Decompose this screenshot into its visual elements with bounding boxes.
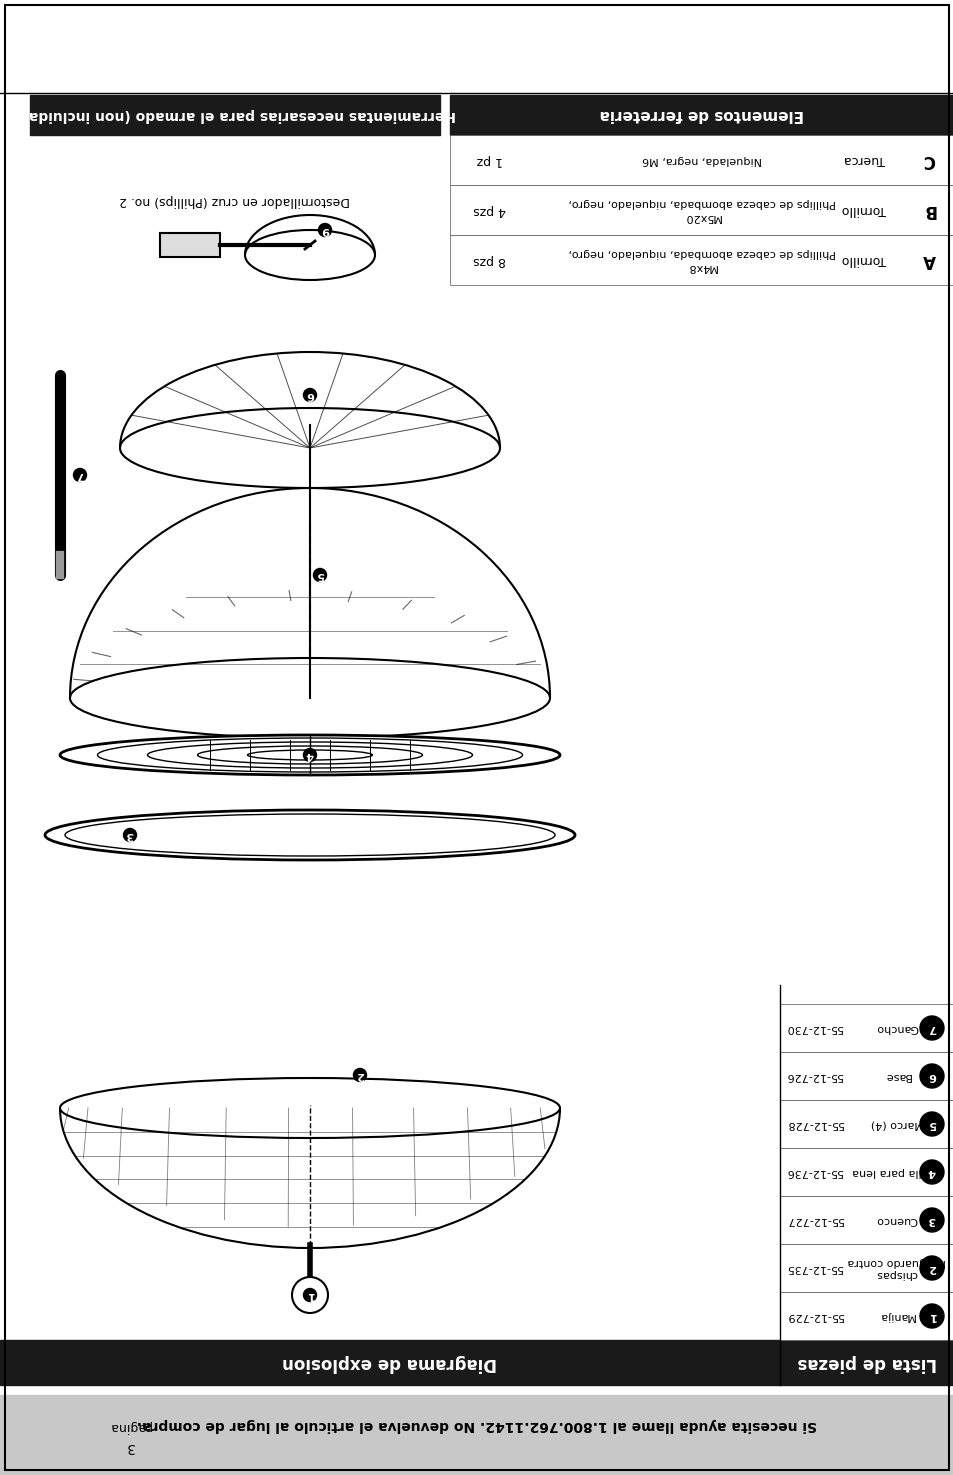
- Bar: [450, 235, 953, 285]
- Circle shape: [919, 1304, 943, 1328]
- Text: 55-12-729: 55-12-729: [785, 1311, 842, 1322]
- Text: 4 pzs: 4 pzs: [473, 204, 506, 217]
- Text: 1: 1: [927, 1311, 935, 1322]
- Text: 6: 6: [306, 389, 314, 400]
- Text: Si necesita ayuda llame al 1.800.762.1142. No devuelva el articulo al lugar de c: Si necesita ayuda llame al 1.800.762.114…: [136, 1417, 817, 1432]
- Ellipse shape: [120, 409, 499, 488]
- Text: 3: 3: [126, 830, 133, 839]
- Ellipse shape: [65, 814, 555, 855]
- Text: Gancho: Gancho: [875, 1024, 918, 1032]
- Text: 55-12-727: 55-12-727: [785, 1215, 842, 1226]
- Text: Manija: Manija: [878, 1311, 915, 1322]
- Text: 55-12-726: 55-12-726: [785, 1071, 842, 1081]
- Text: 6: 6: [927, 1071, 935, 1081]
- Circle shape: [919, 1257, 943, 1280]
- Text: M4x8: M4x8: [686, 263, 717, 271]
- Text: 2: 2: [355, 1069, 363, 1080]
- Text: 55-12-736: 55-12-736: [785, 1167, 842, 1177]
- Text: Resguardo contra: Resguardo contra: [847, 1257, 945, 1267]
- Text: A: A: [922, 251, 935, 268]
- Bar: [450, 184, 953, 235]
- Bar: [780, 1196, 953, 1243]
- Bar: [780, 1052, 953, 1100]
- Ellipse shape: [60, 1078, 559, 1139]
- Text: Diagrama de explosion: Diagrama de explosion: [282, 1354, 497, 1372]
- Text: chispas: chispas: [875, 1268, 917, 1279]
- Text: C: C: [922, 150, 934, 170]
- Text: 1: 1: [306, 1291, 314, 1299]
- Bar: [450, 136, 953, 184]
- Text: 9: 9: [321, 226, 329, 235]
- Text: M5x20: M5x20: [682, 212, 720, 223]
- Circle shape: [919, 1112, 943, 1136]
- Text: 3: 3: [927, 1215, 935, 1226]
- Bar: [780, 1292, 953, 1339]
- Circle shape: [919, 1208, 943, 1232]
- Bar: [0, 1339, 953, 1385]
- Text: 8 pzs: 8 pzs: [473, 254, 506, 267]
- Ellipse shape: [70, 658, 550, 738]
- Text: 2: 2: [927, 1263, 935, 1273]
- Bar: [780, 1100, 953, 1148]
- Text: Tuerca: Tuerca: [842, 153, 883, 167]
- Circle shape: [919, 1016, 943, 1040]
- Text: Marco (4): Marco (4): [869, 1120, 923, 1128]
- Text: pagina: pagina: [109, 1420, 152, 1434]
- Text: 55-12-735: 55-12-735: [785, 1263, 842, 1273]
- Text: Phillips de cabeza abombada, niquelado, negro,: Phillips de cabeza abombada, niquelado, …: [568, 248, 835, 258]
- Bar: [450, 94, 953, 136]
- Text: Elementos de ferreteria: Elementos de ferreteria: [599, 108, 803, 122]
- Text: 55-12-730: 55-12-730: [785, 1024, 842, 1032]
- Bar: [780, 1004, 953, 1052]
- Ellipse shape: [45, 810, 575, 860]
- Text: 4: 4: [927, 1167, 935, 1177]
- Text: Destornillador en cruz (Phillips) no. 2: Destornillador en cruz (Phillips) no. 2: [119, 193, 350, 206]
- Text: 55-12-728: 55-12-728: [785, 1120, 842, 1128]
- Bar: [30, 94, 439, 136]
- Text: Tornillo: Tornillo: [841, 204, 885, 217]
- Bar: [0, 1395, 953, 1475]
- Ellipse shape: [60, 735, 559, 774]
- Text: 3: 3: [126, 1440, 134, 1454]
- Text: 4: 4: [306, 749, 314, 760]
- Text: Herramientas necesarias para el armado (non incluidas): Herramientas necesarias para el armado (…: [14, 108, 456, 122]
- Text: 1 pz: 1 pz: [476, 153, 502, 167]
- Text: Cuenco: Cuenco: [875, 1215, 917, 1226]
- Text: 5: 5: [927, 1120, 935, 1128]
- Text: Phillips de cabeza abombada, niquelado, negro,: Phillips de cabeza abombada, niquelado, …: [568, 198, 835, 208]
- Bar: [780, 1148, 953, 1196]
- Circle shape: [292, 1277, 328, 1313]
- Text: 7: 7: [927, 1024, 935, 1032]
- Text: B: B: [922, 201, 934, 218]
- Text: Tornillo: Tornillo: [841, 254, 885, 267]
- Text: Niquelada, negra, M6: Niquelada, negra, M6: [641, 155, 761, 165]
- Bar: [160, 233, 220, 257]
- Text: Base: Base: [882, 1071, 909, 1081]
- Text: Lista de piezas: Lista de piezas: [797, 1354, 936, 1372]
- Text: 5: 5: [315, 569, 323, 580]
- Text: Rejilla para lena: Rejilla para lena: [851, 1167, 941, 1177]
- Text: 7: 7: [76, 471, 84, 479]
- Circle shape: [919, 1063, 943, 1089]
- Circle shape: [919, 1159, 943, 1184]
- Ellipse shape: [245, 230, 375, 280]
- Bar: [780, 1243, 953, 1292]
